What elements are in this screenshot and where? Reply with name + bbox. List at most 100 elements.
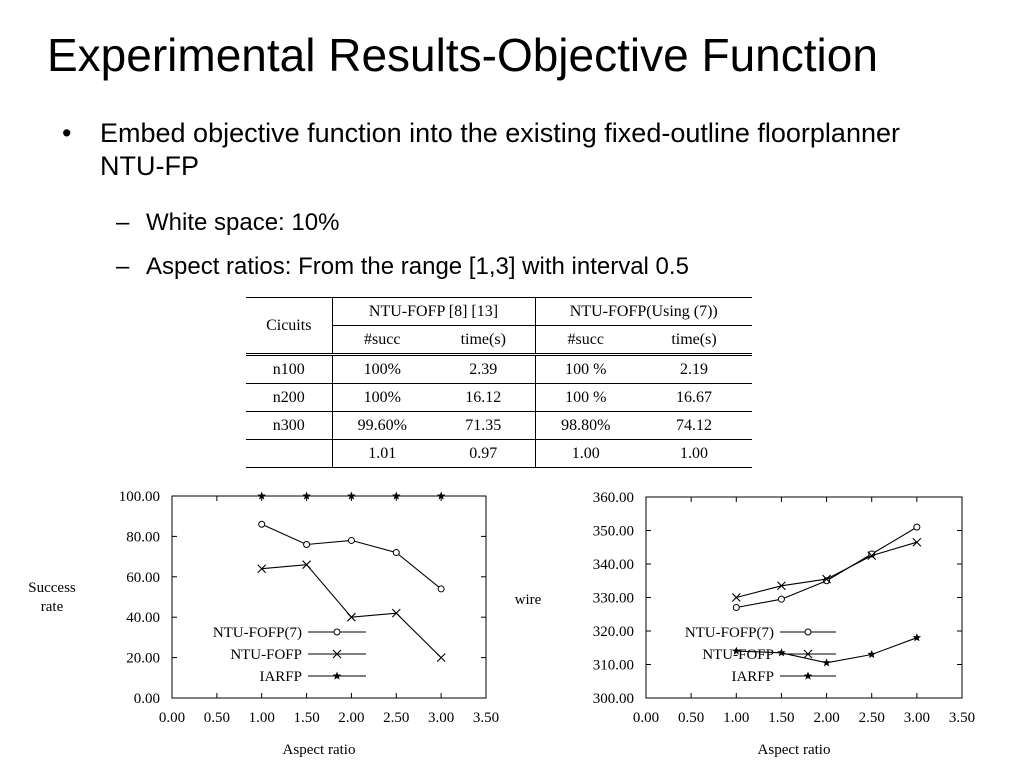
table-cell: 1.00 [636, 439, 752, 468]
x-tick-label: 2.50 [383, 710, 409, 726]
line-chart: 0.00 0.50 1.00 1.50 2.00 2.50 3.00 3.50 300.00 31… [515, 490, 975, 758]
series-circle [258, 520, 445, 593]
table-cell: 74.12 [636, 411, 752, 440]
y-axis-label: rate [41, 599, 64, 615]
table-cell: n300 [246, 411, 333, 440]
legend-label: IARFP [259, 669, 302, 685]
table-cell: 16.12 [432, 383, 536, 412]
legend-marker [803, 649, 813, 659]
line-chart: 0.00 0.50 1.00 1.50 2.00 2.50 3.00 3.50 0.00 20.0… [28, 489, 499, 758]
series-line [261, 523, 442, 590]
x-tick-label: 2.00 [813, 710, 839, 726]
legend: NTU-FOFP(7) NTU-FOFP IARFP [685, 625, 836, 685]
table-cell: n200 [246, 383, 333, 412]
x-tick-label: 1.00 [249, 710, 275, 726]
table-cell: 100 % [565, 360, 607, 378]
table-row: n200 100% 16.12 100 % 16.67 [246, 383, 752, 412]
y-tick-label: 360.00 [593, 490, 634, 506]
series-line [736, 526, 918, 609]
series-star [257, 491, 446, 500]
data-point [392, 549, 400, 557]
data-point [258, 520, 266, 528]
y-tick-label: 310.00 [593, 658, 634, 674]
data-point [391, 608, 401, 618]
table-cell: 100% [332, 383, 432, 412]
y-tick-label: 320.00 [593, 624, 634, 640]
y-tick-label: 20.00 [126, 651, 160, 667]
x-tick-label: 2.50 [859, 710, 885, 726]
legend-marker [332, 649, 342, 659]
series-cross [731, 537, 922, 602]
dash-icon: – [116, 253, 130, 280]
data-point [913, 523, 921, 531]
table-cell: 16.67 [636, 383, 752, 412]
y-tick-label: 300.00 [593, 691, 634, 707]
x-tick-label: 3.50 [949, 710, 975, 726]
legend: NTU-FOFP(7) NTU-FOFP IARFP [213, 625, 366, 685]
data-point [777, 581, 786, 591]
table-cell: 98.80% [535, 411, 636, 440]
y-tick-label: 340.00 [593, 557, 634, 573]
x-tick-label: 1.50 [293, 710, 319, 726]
series-cross [257, 560, 446, 662]
x-tick-label: 0.50 [678, 710, 704, 726]
table-cell: 100% [363, 360, 401, 378]
results-table: Cicuits NTU-FOFP [8] [13] NTU-FOFP(Using… [246, 297, 752, 468]
x-axis-label: Aspect ratio [758, 742, 831, 758]
legend-label: IARFP [731, 669, 774, 685]
data-point [732, 604, 740, 612]
data-point [436, 491, 446, 500]
table-column-header: #succ [332, 325, 432, 356]
x-axis-label: Aspect ratio [283, 742, 356, 758]
x-tick-label: 2.00 [338, 710, 364, 726]
data-point [302, 560, 311, 570]
series-circle [732, 523, 921, 612]
y-tick-label: 0.00 [134, 691, 160, 707]
legend-marker [332, 671, 342, 680]
data-point [257, 491, 266, 500]
series-star [732, 633, 922, 667]
table-group-header: NTU-FOFP [8] [13] [332, 297, 536, 326]
y-axis-label: wire [515, 592, 542, 608]
y-tick-label: 330.00 [593, 591, 634, 607]
data-point [912, 633, 922, 642]
series-line [261, 564, 442, 658]
table-corner-header: Cicuits [246, 297, 333, 356]
series-line [736, 541, 918, 599]
sub-bullet-text: White space: 10% [146, 209, 340, 236]
data-point [777, 648, 786, 657]
sub-bullet-text: Aspect ratios: From the range [1,3] with… [146, 253, 689, 280]
data-point [912, 537, 922, 547]
legend-label: NTU-FOFP [702, 647, 774, 663]
table-cell: 1.00 [535, 439, 636, 468]
table-group-header: NTU-FOFP(Using (7)) [535, 297, 752, 326]
slide-title: Experimental Results-Objective Function [47, 29, 878, 81]
legend-marker [803, 671, 813, 680]
table-row: n300 99.60% 71.35 98.80% 74.12 [246, 411, 752, 440]
table-cell: 2.39 [432, 354, 536, 384]
data-point [437, 585, 445, 593]
legend-label: NTU-FOFP [230, 647, 302, 663]
bullet-text: Embed objective function into the existi… [100, 118, 900, 181]
table-cell: 1.01 [332, 439, 432, 468]
x-tick-label: 0.50 [204, 710, 230, 726]
legend-marker [333, 628, 341, 636]
data-point [436, 653, 446, 662]
data-point [777, 595, 785, 603]
legend-label: NTU-FOFP(7) [685, 625, 774, 641]
table-cell: 99.60% [332, 411, 432, 440]
legend-label: NTU-FOFP(7) [213, 625, 302, 641]
table-row: n100 100% 2.39 100 % 2.19 [246, 354, 752, 384]
table-column-header: #succ [535, 325, 636, 356]
y-tick-label: 350.00 [593, 524, 634, 540]
table-cell: 71.35 [432, 411, 536, 440]
plot-frame [171, 495, 487, 699]
data-point [822, 574, 831, 584]
table-column-header: time(s) [432, 325, 536, 356]
x-tick-label: 1.50 [768, 710, 794, 726]
y-tick-label: 60.00 [126, 570, 160, 586]
sub-bullet-item: – Aspect ratios: From the range [1,3] wit… [116, 252, 689, 282]
x-tick-label: 1.00 [723, 710, 749, 726]
table-cell [246, 439, 333, 468]
data-point [303, 540, 311, 548]
